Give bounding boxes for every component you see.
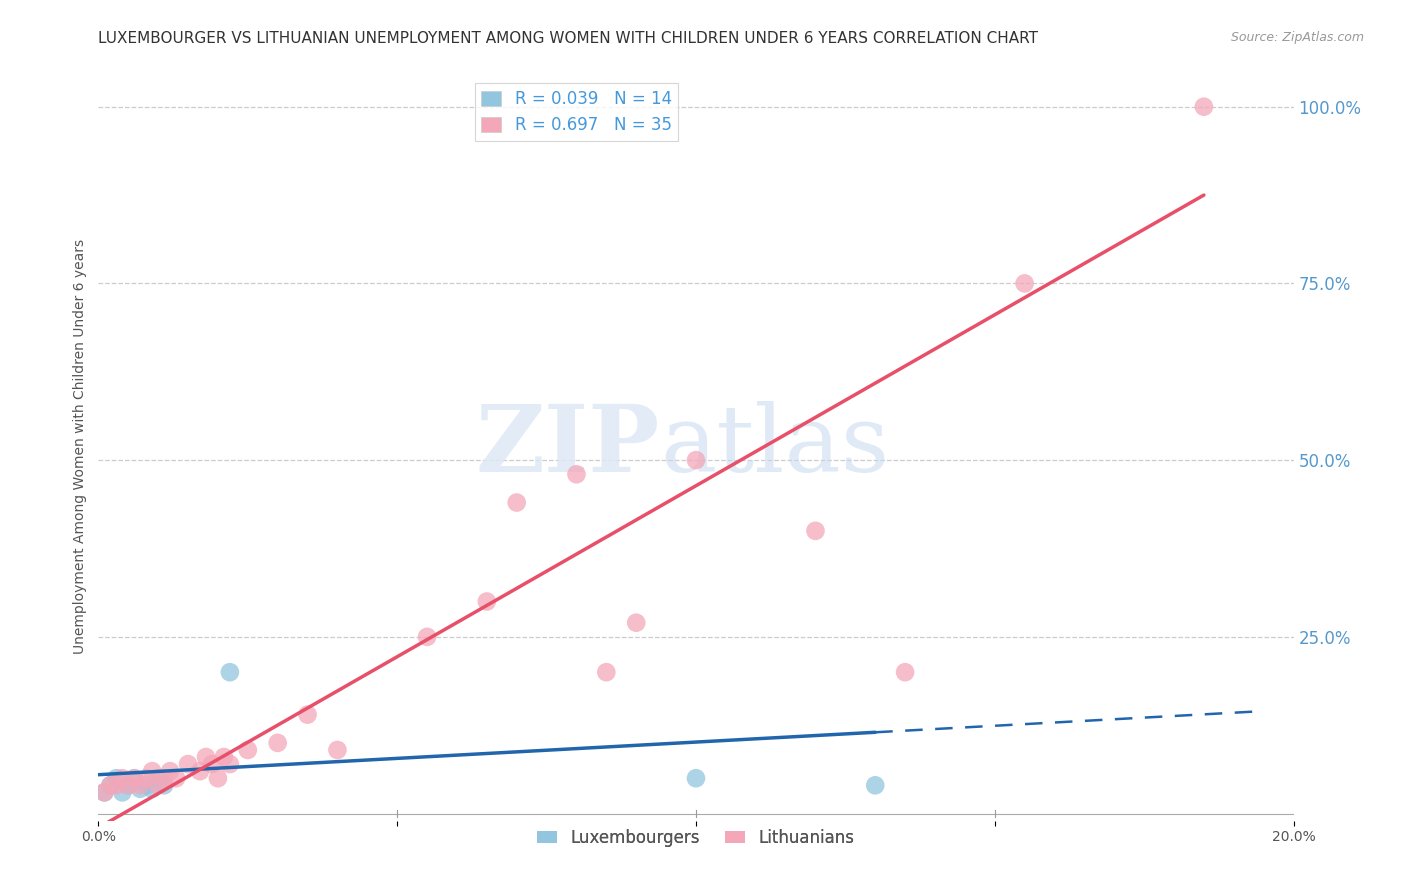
Point (165, 771, 187, 785)
Point (212, 750, 235, 764)
Point (153, 778, 176, 792)
Point (207, 771, 229, 785)
Point (804, 524, 827, 538)
Text: atlas: atlas (661, 401, 890, 491)
Point (219, 665, 242, 680)
Point (135, 771, 157, 785)
Point (129, 778, 152, 792)
Point (1192, 100, 1215, 114)
Point (124, 771, 146, 785)
Point (565, 467, 588, 482)
Point (188, 764, 211, 779)
Point (416, 630, 439, 644)
Point (111, 785, 134, 799)
Point (159, 764, 181, 779)
Point (894, 665, 917, 680)
Text: ZIP: ZIP (475, 401, 661, 491)
Point (141, 764, 163, 779)
Point (297, 707, 319, 722)
Point (685, 453, 707, 467)
Point (98, 778, 122, 792)
Text: LUXEMBOURGER VS LITHUANIAN UNEMPLOYMENT AMONG WOMEN WITH CHILDREN UNDER 6 YEARS : LUXEMBOURGER VS LITHUANIAN UNEMPLOYMENT … (98, 31, 1039, 46)
Point (865, 778, 887, 792)
Point (105, 778, 128, 792)
Point (685, 771, 707, 785)
Point (195, 750, 218, 764)
Point (117, 778, 139, 792)
Point (148, 778, 170, 792)
Point (105, 771, 128, 785)
Point (93, 785, 115, 799)
Point (135, 778, 157, 792)
Legend: Luxembourgers, Lithuanians: Luxembourgers, Lithuanians (530, 822, 862, 854)
Point (98, 778, 122, 792)
Point (201, 757, 224, 772)
Point (148, 771, 170, 785)
Point (153, 771, 176, 785)
Point (1014, 277, 1036, 291)
Point (236, 743, 259, 757)
Text: Source: ZipAtlas.com: Source: ZipAtlas.com (1230, 31, 1364, 45)
Point (506, 495, 529, 509)
Point (124, 771, 146, 785)
Point (117, 778, 139, 792)
Point (626, 615, 648, 630)
Point (93, 785, 115, 799)
Point (326, 743, 349, 757)
Point (129, 781, 152, 796)
Point (475, 594, 498, 608)
Y-axis label: Unemployment Among Women with Children Under 6 years: Unemployment Among Women with Children U… (73, 238, 87, 654)
Point (177, 757, 200, 772)
Point (595, 665, 617, 680)
Point (267, 736, 290, 750)
Point (111, 771, 134, 785)
Point (219, 757, 242, 772)
Point (141, 781, 163, 796)
